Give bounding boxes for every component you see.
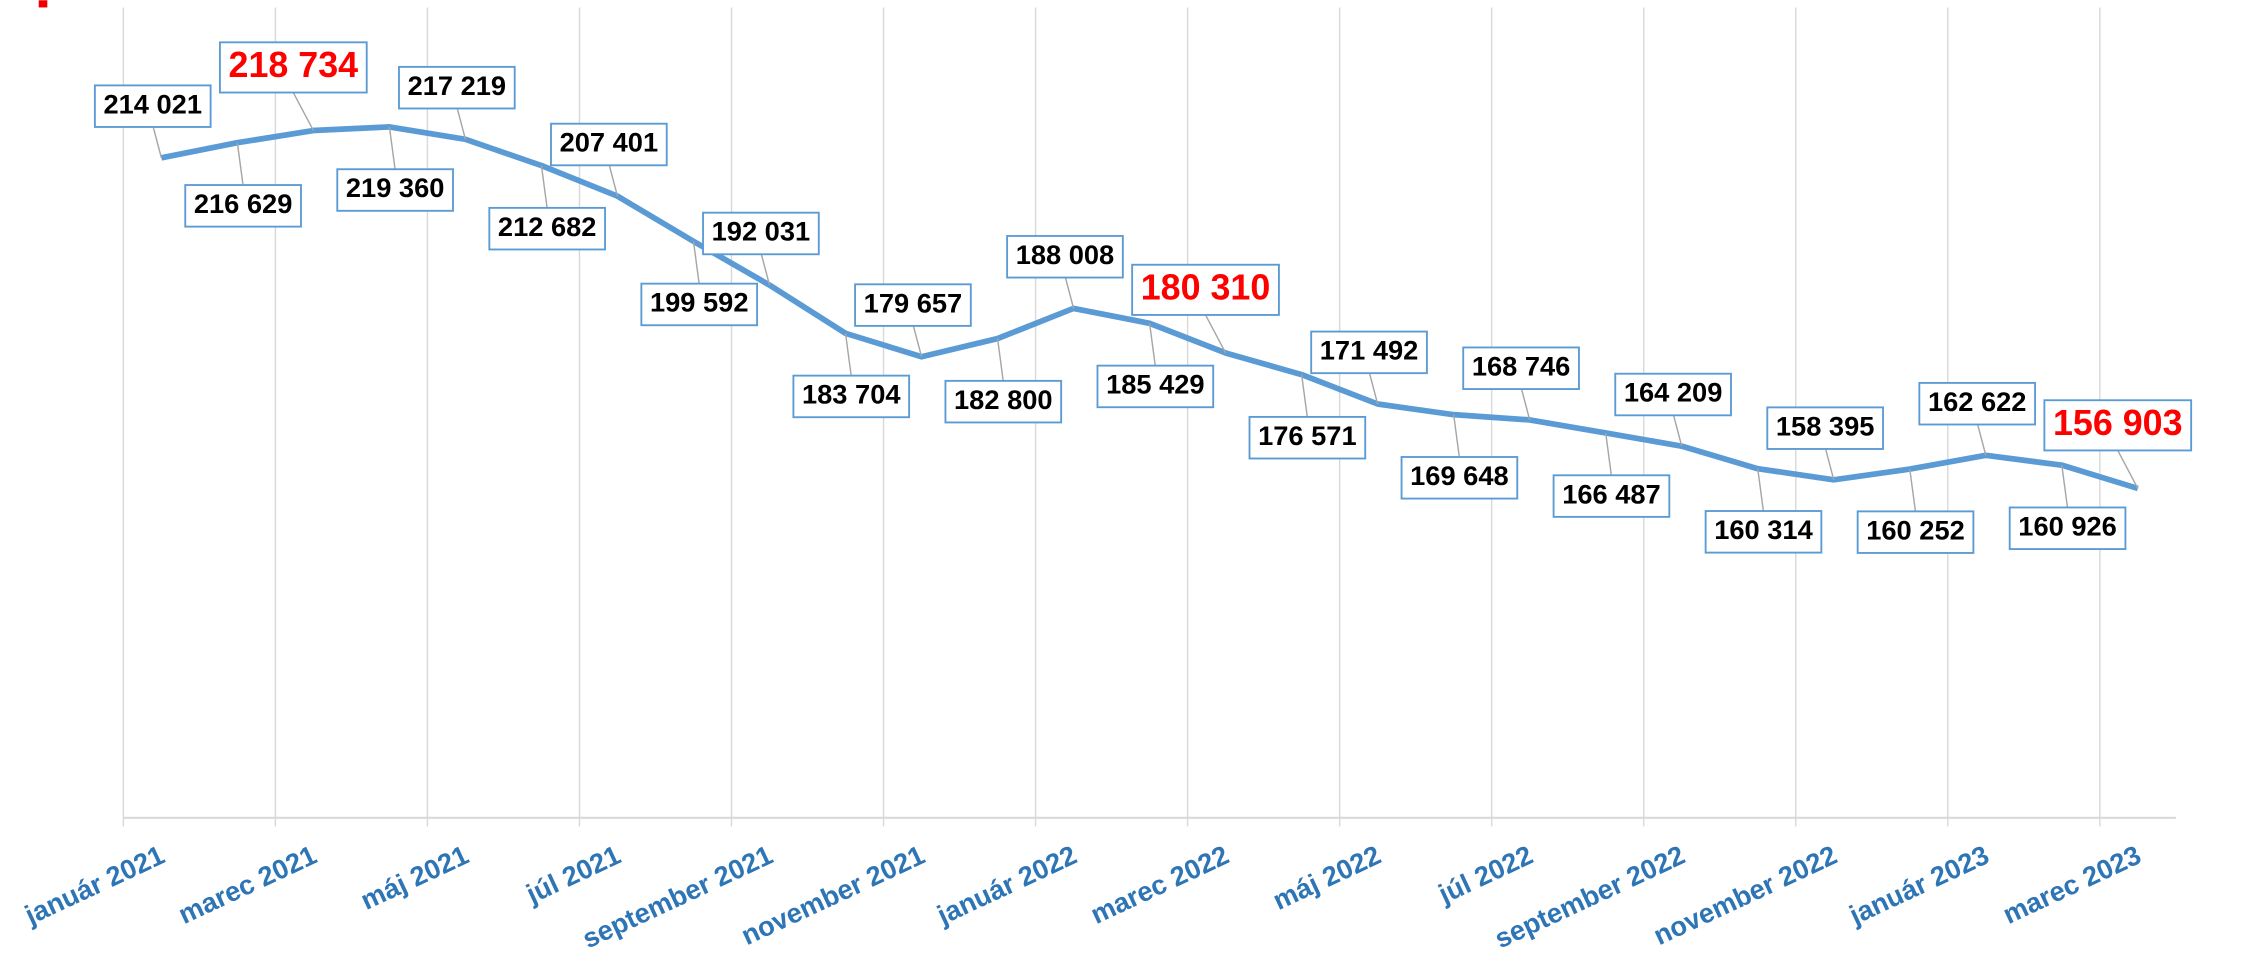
leader-line (1672, 413, 1683, 447)
data-label: 214 021 (103, 88, 202, 119)
leader-line (456, 106, 467, 140)
label-box (1614, 372, 1732, 417)
label-box (944, 379, 1063, 424)
label-box (1856, 510, 1975, 554)
label-box (398, 65, 516, 110)
x-tick-label: marec 2023 (1998, 839, 2146, 930)
leader-line (292, 92, 315, 131)
leader-line (236, 142, 244, 186)
leader-line (912, 323, 923, 357)
data-label: 156 903 (2053, 403, 2183, 443)
label-box (184, 184, 302, 228)
data-label: 212 682 (498, 211, 597, 242)
label-box (2043, 399, 2193, 452)
leader-line (844, 333, 852, 377)
line (160, 124, 2139, 492)
label-box (1704, 510, 1823, 554)
x-tick-label: marec 2022 (1086, 839, 1234, 930)
label-box (1552, 474, 1671, 518)
data-label: 160 314 (1714, 514, 1813, 545)
data-label: 207 401 (560, 127, 659, 158)
label-box (640, 282, 759, 327)
label-box (1310, 330, 1428, 375)
leader-line (152, 125, 163, 159)
data-label: 166 487 (1562, 478, 1661, 509)
data-label: 168 746 (1472, 350, 1571, 381)
label-box (792, 374, 911, 419)
data-label: 160 252 (1866, 514, 1965, 545)
label-box (1462, 346, 1580, 390)
leader-line (388, 126, 396, 171)
leader-line (1300, 374, 1309, 418)
data-label: 192 031 (712, 216, 811, 247)
data-label: 171 492 (1320, 335, 1419, 366)
leader-line (1064, 275, 1075, 309)
data-label: 188 008 (1016, 239, 1115, 270)
leader-line (1909, 468, 1917, 513)
leader-line (1520, 387, 1531, 421)
x-tick-label: máj 2021 (356, 839, 473, 916)
leader-line (608, 163, 619, 197)
data-label: 169 648 (1410, 460, 1509, 491)
data-label: 160 926 (2018, 510, 2117, 541)
label-box (550, 122, 668, 167)
data-label: 219 360 (346, 172, 445, 203)
data-label: 162 622 (1928, 386, 2027, 417)
leader-line (1824, 447, 1835, 480)
label-box (2008, 506, 2127, 550)
leader-line (1976, 422, 1987, 456)
x-tick-label: január 2022 (931, 839, 1081, 931)
leader-line (1757, 468, 1765, 512)
data-label: 218 734 (229, 45, 359, 85)
label-box (1766, 406, 1884, 450)
label-box (218, 41, 368, 94)
data-label: 199 592 (650, 287, 749, 318)
data-label: 158 395 (1776, 410, 1875, 441)
label-box (93, 84, 212, 128)
data-label: 217 219 (408, 70, 507, 101)
leader-line (760, 252, 771, 286)
x-tick-label: júl 2022 (1433, 839, 1538, 910)
label-box (488, 206, 606, 251)
x-tick-label: január 2021 (19, 839, 169, 931)
x-tick-label: január 2023 (1844, 839, 1994, 931)
leader-line (692, 241, 700, 285)
x-tick-label: júl 2021 (521, 839, 626, 910)
corner-mark (38, 0, 48, 8)
label-box (702, 211, 820, 256)
label-box (1131, 263, 1280, 316)
leader-line (2061, 465, 2069, 509)
label-box (1400, 456, 1519, 500)
leader-line (1452, 414, 1461, 458)
label-box (1918, 381, 2036, 426)
data-label: 183 704 (802, 379, 901, 410)
data-label: 180 310 (1141, 267, 1271, 307)
data-label: 176 571 (1258, 420, 1357, 451)
leader-line (1368, 371, 1379, 405)
label-box (1096, 364, 1215, 409)
label-box (1006, 235, 1124, 279)
label-box (854, 283, 972, 327)
leader-line (540, 165, 548, 209)
data-label: 185 429 (1106, 369, 1205, 400)
leader-line (2117, 450, 2139, 489)
label-box (336, 168, 454, 212)
x-tick-label: máj 2022 (1268, 839, 1385, 916)
leader-line (996, 338, 1005, 382)
data-label: 182 800 (954, 384, 1053, 415)
data-label: 216 629 (194, 188, 293, 219)
data-label: 179 657 (864, 287, 963, 318)
label-box (1248, 415, 1367, 460)
leader-line (1605, 432, 1613, 477)
x-tick-label: marec 2021 (173, 839, 321, 930)
leader-line (1148, 323, 1157, 367)
data-label: 164 209 (1624, 377, 1723, 408)
leader-line (1204, 314, 1227, 354)
